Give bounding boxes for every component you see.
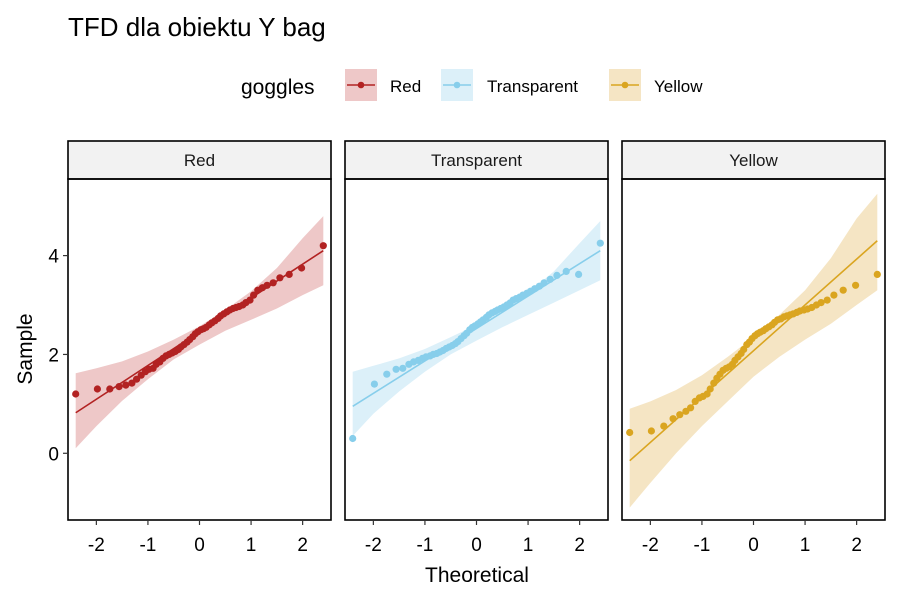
data-point-yellow [660,422,668,430]
x-tick-label-red: -2 [88,535,105,556]
panel-border-red [67,178,332,521]
panel-yellow: Yellow -2 -1 0 1 2 [621,140,886,556]
data-point-yellow [687,404,695,412]
x-tick-label-yellow: 0 [748,535,759,556]
data-point-red [285,270,293,278]
x-tick-label-yellow: 2 [851,535,862,556]
x-tick-label-red: 2 [297,535,308,556]
x-tick-label-yellow: 1 [800,535,811,556]
legend-item-red: Red [345,69,421,101]
legend-label-red: Red [390,77,421,96]
data-point-yellow [626,428,634,437]
data-point-yellow [817,299,825,307]
y-tick-label-0: 0 [48,444,59,465]
legend: goggles Red Transparent Yellow [241,69,703,101]
data-point-transparent [546,275,554,283]
data-point-yellow [830,291,838,299]
legend-key-point-yellow [621,81,629,89]
facet-panels: Red -2 -1 0 1 2 Transparent -2 -1 0 1 2 Yellow -2 -1 0 1… [67,140,886,556]
data-point-red [250,291,258,299]
legend-key-point-red [357,81,365,89]
strip-label-red: Red [184,151,215,170]
x-tick-label-red: -1 [139,535,156,556]
y-tick-label-2: 4 [48,247,59,268]
data-point-transparent [540,279,548,287]
strip-label-transparent: Transparent [431,151,522,170]
x-tick-label-yellow: -1 [693,535,710,556]
data-point-transparent [370,380,378,388]
y-tick-label-1: 2 [48,345,59,366]
x-tick-label-yellow: -2 [642,535,659,556]
data-point-transparent [553,271,561,279]
data-point-red [298,264,306,272]
legend-key-point-transparent [453,81,461,89]
data-point-transparent [349,434,357,443]
strip-yellow [621,140,886,180]
data-point-transparent [399,364,407,372]
legend-item-yellow: Yellow [609,69,703,101]
strip-red [67,140,332,180]
x-tick-label-transparent: 2 [574,535,585,556]
data-point-yellow [706,385,714,393]
reference-line-yellow [629,240,878,462]
legend-label-transparent: Transparent [487,77,578,96]
x-tick-label-red: 0 [194,535,205,556]
panel-red: Red -2 -1 0 1 2 [67,140,332,556]
plot-area-yellow [626,193,881,508]
legend-title: goggles [241,76,315,99]
strip-label-yellow: Yellow [729,151,778,170]
data-point-red [122,381,130,389]
x-tick-label-red: 1 [246,535,257,556]
data-point-yellow [823,296,831,304]
data-point-red [269,279,277,287]
data-point-yellow [647,427,656,435]
plot-area-red [72,216,327,449]
legend-item-transparent: Transparent [441,69,578,101]
data-point-red [246,296,254,304]
x-tick-label-transparent: -2 [365,535,382,556]
data-point-transparent [575,270,583,278]
data-point-yellow [852,281,860,289]
legend-label-yellow: Yellow [654,77,703,96]
x-axis-title: Theoretical [425,564,529,587]
chart-title: TFD dla obiektu Y bag [68,12,326,42]
plot-area-transparent [349,221,604,443]
y-axis: 0 2 4 [48,247,68,465]
data-point-red [72,390,80,398]
data-point-transparent [596,239,604,247]
panel-border-transparent [344,178,609,521]
data-point-transparent [383,370,391,378]
data-point-red [276,274,284,282]
data-point-red [319,242,327,250]
panel-transparent: Transparent -2 -1 0 1 2 [344,140,609,556]
x-tick-label-transparent: 1 [523,535,534,556]
strip-transparent [344,140,609,180]
data-point-transparent [562,267,570,275]
data-point-red [93,385,101,393]
data-point-red [115,383,123,391]
x-tick-label-transparent: 0 [471,535,482,556]
data-point-yellow [669,415,677,423]
data-point-red [106,385,114,393]
y-axis-title: Sample [14,313,37,384]
x-tick-label-transparent: -1 [416,535,433,556]
data-point-yellow [839,286,847,294]
data-point-red [263,281,271,289]
data-point-yellow [873,270,881,278]
data-point-transparent [392,365,400,373]
data-point-yellow [676,411,684,419]
